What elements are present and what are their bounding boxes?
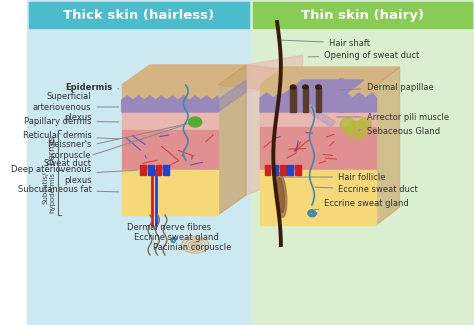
Bar <box>260 170 376 225</box>
Polygon shape <box>122 65 246 85</box>
Polygon shape <box>302 103 336 127</box>
Text: Eccrine sweat gland: Eccrine sweat gland <box>315 199 409 210</box>
Ellipse shape <box>358 118 371 130</box>
Text: Deep ateriovenous
plexus: Deep ateriovenous plexus <box>11 165 138 185</box>
Bar <box>339 103 343 107</box>
Bar <box>29 2 249 28</box>
Bar <box>155 166 161 173</box>
Bar <box>339 108 343 112</box>
Bar <box>140 165 146 167</box>
Text: Dermal nerve fibres: Dermal nerve fibres <box>127 223 211 232</box>
Bar <box>27 0 251 325</box>
Bar <box>265 165 271 167</box>
Bar <box>260 112 376 127</box>
Bar <box>295 165 301 167</box>
Bar <box>280 173 285 175</box>
Text: Arrector pili muscle: Arrector pili muscle <box>337 112 449 122</box>
Text: Dermis: Dermis <box>47 135 55 165</box>
Bar <box>287 173 293 175</box>
Text: Hair follicle: Hair follicle <box>283 173 386 181</box>
Bar <box>265 166 271 173</box>
Polygon shape <box>122 96 218 112</box>
Bar <box>339 83 343 87</box>
Bar <box>260 85 376 98</box>
Polygon shape <box>279 80 364 98</box>
Text: Hair shaft: Hair shaft <box>280 38 370 47</box>
Bar <box>148 166 154 173</box>
Ellipse shape <box>277 177 284 213</box>
Text: Sebaceous Gland: Sebaceous Gland <box>359 127 440 136</box>
Bar <box>122 85 218 100</box>
Bar <box>339 88 343 92</box>
Text: Reticular dermis: Reticular dermis <box>23 132 119 140</box>
Ellipse shape <box>290 85 296 89</box>
Bar <box>339 93 343 97</box>
Text: Eccrine sweat gland: Eccrine sweat gland <box>134 233 219 242</box>
Text: Thin skin (hairy): Thin skin (hairy) <box>301 8 424 21</box>
Ellipse shape <box>340 118 356 132</box>
Text: Subcutis/
hypodermis: Subcutis/ hypodermis <box>43 172 55 213</box>
Text: Eccrine sweat duct: Eccrine sweat duct <box>315 186 418 194</box>
Bar <box>260 98 376 112</box>
Bar <box>148 165 154 167</box>
Bar <box>295 166 301 173</box>
Bar <box>339 98 343 102</box>
Bar <box>273 166 278 173</box>
Ellipse shape <box>275 173 287 217</box>
Text: Opening of sweat duct: Opening of sweat duct <box>308 50 419 59</box>
Bar <box>287 166 293 173</box>
Bar <box>316 87 321 112</box>
Bar <box>265 173 271 175</box>
Bar <box>122 170 218 215</box>
Text: Meissner's
corpuscle: Meissner's corpuscle <box>47 123 192 160</box>
Bar <box>273 165 278 167</box>
Polygon shape <box>260 67 400 85</box>
Bar <box>302 87 308 112</box>
Bar <box>122 112 218 130</box>
Text: Subcutaneous fat: Subcutaneous fat <box>18 186 119 194</box>
Text: Thick skin (hairless): Thick skin (hairless) <box>63 8 214 21</box>
Text: Dermal papillae: Dermal papillae <box>340 83 433 92</box>
Polygon shape <box>218 65 293 90</box>
Bar <box>163 173 169 175</box>
Bar <box>122 130 218 170</box>
Polygon shape <box>376 67 400 225</box>
Bar <box>253 2 472 28</box>
Bar <box>122 100 218 112</box>
Polygon shape <box>218 65 246 215</box>
Bar <box>163 165 169 167</box>
Text: Papillary dermis: Papillary dermis <box>24 116 119 125</box>
Bar <box>280 165 285 167</box>
Bar <box>140 173 146 175</box>
Bar <box>287 165 293 167</box>
Ellipse shape <box>302 85 308 89</box>
Text: Sweat duct: Sweat duct <box>45 126 182 167</box>
Text: Pacinian corpuscle: Pacinian corpuscle <box>153 243 231 252</box>
Polygon shape <box>218 80 246 112</box>
Bar <box>290 87 296 112</box>
Bar <box>280 166 285 173</box>
Bar <box>273 173 278 175</box>
Text: Superficial
arteriovenous
plexus: Superficial arteriovenous plexus <box>33 92 119 122</box>
Bar <box>163 166 169 173</box>
Bar <box>295 173 301 175</box>
Bar <box>155 173 161 175</box>
Bar <box>251 0 474 325</box>
Bar <box>260 127 376 170</box>
Bar <box>140 166 146 173</box>
Ellipse shape <box>189 117 202 127</box>
Ellipse shape <box>347 121 367 139</box>
Bar <box>339 78 343 82</box>
Ellipse shape <box>316 85 321 89</box>
Bar <box>155 165 161 167</box>
Polygon shape <box>246 55 302 195</box>
Text: Epidermis: Epidermis <box>65 84 119 93</box>
Polygon shape <box>260 93 376 112</box>
Bar <box>148 173 154 175</box>
